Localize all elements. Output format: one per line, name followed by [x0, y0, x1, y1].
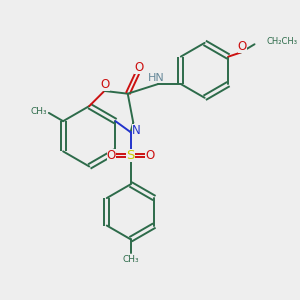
Text: O: O: [134, 61, 143, 74]
Text: CH₃: CH₃: [122, 255, 139, 264]
Text: S: S: [126, 149, 135, 162]
Text: CH₃: CH₃: [31, 107, 47, 116]
Text: O: O: [238, 40, 247, 53]
Text: O: O: [101, 78, 110, 92]
Text: O: O: [145, 149, 154, 162]
Text: HN: HN: [148, 73, 165, 83]
Text: O: O: [107, 149, 116, 162]
Text: CH₂CH₃: CH₂CH₃: [267, 37, 298, 46]
Text: N: N: [132, 124, 141, 137]
